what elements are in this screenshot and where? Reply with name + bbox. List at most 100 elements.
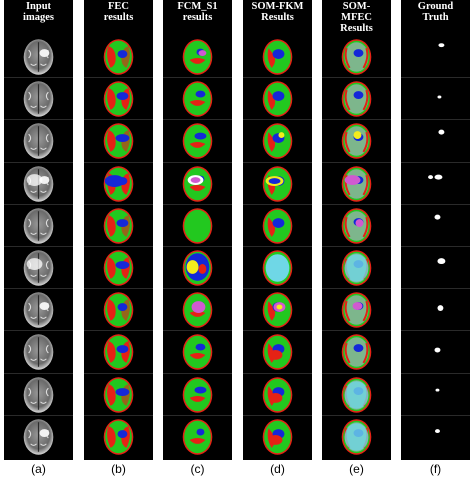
segmentation-result-r4 bbox=[341, 165, 372, 202]
segmentation-result-r5 bbox=[103, 208, 134, 244]
row-divider bbox=[4, 288, 73, 290]
row-divider bbox=[401, 372, 470, 374]
row-divider bbox=[401, 330, 470, 332]
row-divider bbox=[4, 246, 73, 247]
segmentation-result-r2 bbox=[341, 81, 372, 117]
segmentation-result-r9 bbox=[262, 376, 293, 413]
subfigure-label: (f) bbox=[429, 462, 442, 476]
row-divider bbox=[4, 330, 73, 332]
segmentation-result-r10 bbox=[182, 419, 213, 455]
row-divider bbox=[4, 203, 73, 205]
segmentation-result-r6 bbox=[262, 250, 293, 286]
subfigure-label: (d) bbox=[270, 462, 285, 476]
segmentation-result-r2 bbox=[262, 81, 293, 117]
row-divider bbox=[163, 288, 232, 290]
segmentation-result-r1 bbox=[262, 39, 293, 75]
row-divider bbox=[243, 288, 312, 290]
segmentation-result-r1 bbox=[182, 39, 213, 75]
segmentation-result-r4 bbox=[262, 165, 293, 202]
ground-truth-mask-r1 bbox=[438, 43, 445, 48]
subfigure-label: (c) bbox=[190, 462, 205, 476]
segmentation-result-r8 bbox=[182, 334, 213, 371]
row-divider bbox=[163, 372, 232, 374]
segmentation-result-r7 bbox=[103, 292, 134, 328]
row-divider bbox=[243, 330, 312, 332]
row-divider bbox=[163, 246, 232, 247]
row-divider bbox=[243, 203, 312, 205]
column-header: FEC results bbox=[103, 1, 134, 23]
row-divider bbox=[243, 246, 312, 247]
row-divider bbox=[243, 77, 312, 79]
segmentation-result-r6 bbox=[182, 250, 213, 286]
mri-slice-r4 bbox=[23, 165, 54, 202]
row-divider bbox=[84, 203, 153, 205]
segmentation-result-r9 bbox=[182, 376, 213, 413]
ground-truth-mask-r5 bbox=[434, 214, 441, 220]
row-divider bbox=[401, 119, 470, 121]
ground-truth-mask-r8 bbox=[434, 347, 441, 353]
mri-slice-r2 bbox=[23, 81, 54, 117]
subfigure-label: (a) bbox=[31, 462, 46, 476]
row-divider bbox=[84, 372, 153, 374]
subfigure-label: (b) bbox=[111, 462, 126, 476]
row-divider bbox=[4, 372, 73, 374]
segmentation-result-r3 bbox=[103, 123, 134, 160]
ground-truth-mask-r7 bbox=[437, 305, 444, 312]
row-divider bbox=[84, 414, 153, 416]
row-divider bbox=[322, 203, 391, 205]
row-divider bbox=[243, 414, 312, 416]
segmentation-result-r1 bbox=[341, 39, 372, 75]
segmentation-result-r8 bbox=[262, 334, 293, 371]
row-divider bbox=[84, 246, 153, 247]
row-divider bbox=[322, 77, 391, 79]
segmentation-result-r9 bbox=[103, 376, 134, 413]
row-divider bbox=[401, 246, 470, 247]
row-divider bbox=[84, 330, 153, 332]
column-header: FCM_S1 results bbox=[177, 1, 218, 23]
row-divider bbox=[243, 119, 312, 121]
row-divider bbox=[84, 119, 153, 121]
ground-truth-mask-r2 bbox=[437, 95, 442, 99]
row-divider bbox=[163, 414, 232, 416]
mri-slice-r6 bbox=[23, 250, 54, 286]
segmentation-result-r6 bbox=[341, 250, 372, 286]
row-divider bbox=[322, 330, 391, 332]
row-divider bbox=[401, 161, 470, 163]
row-divider bbox=[84, 288, 153, 290]
row-divider bbox=[4, 119, 73, 121]
segmentation-result-r8 bbox=[103, 334, 134, 371]
row-divider bbox=[163, 119, 232, 121]
column-header: Input images bbox=[23, 1, 54, 23]
mri-slice-r8 bbox=[23, 334, 54, 371]
row-divider bbox=[84, 161, 153, 163]
row-divider bbox=[322, 288, 391, 290]
mri-slice-r3 bbox=[23, 123, 54, 160]
segmentation-result-r7 bbox=[262, 292, 293, 328]
row-divider bbox=[322, 119, 391, 121]
column-header: SOM-FKM Results bbox=[251, 1, 304, 23]
segmentation-result-r7 bbox=[182, 292, 213, 328]
segmentation-result-r1 bbox=[103, 39, 134, 75]
segmentation-result-r5 bbox=[262, 208, 293, 244]
segmentation-result-r6 bbox=[103, 250, 134, 286]
segmentation-result-r3 bbox=[262, 123, 293, 160]
row-divider bbox=[4, 77, 73, 79]
segmentation-result-r7 bbox=[341, 292, 372, 328]
row-divider bbox=[243, 161, 312, 163]
row-divider bbox=[401, 77, 470, 79]
segmentation-result-r2 bbox=[182, 81, 213, 117]
row-divider bbox=[163, 161, 232, 163]
ground-truth-mask-r6 bbox=[437, 258, 446, 265]
column-f bbox=[401, 0, 470, 460]
row-divider bbox=[4, 414, 73, 416]
column-header: SOM- MFEC Results bbox=[340, 1, 373, 34]
subfigure-label: (e) bbox=[349, 462, 364, 476]
segmentation-result-r10 bbox=[262, 419, 293, 455]
row-divider bbox=[401, 414, 470, 416]
row-divider bbox=[243, 372, 312, 374]
mri-slice-r1 bbox=[23, 39, 54, 75]
row-divider bbox=[322, 372, 391, 374]
mri-slice-r7 bbox=[23, 292, 54, 328]
row-divider bbox=[401, 288, 470, 290]
segmentation-result-r9 bbox=[341, 376, 372, 413]
